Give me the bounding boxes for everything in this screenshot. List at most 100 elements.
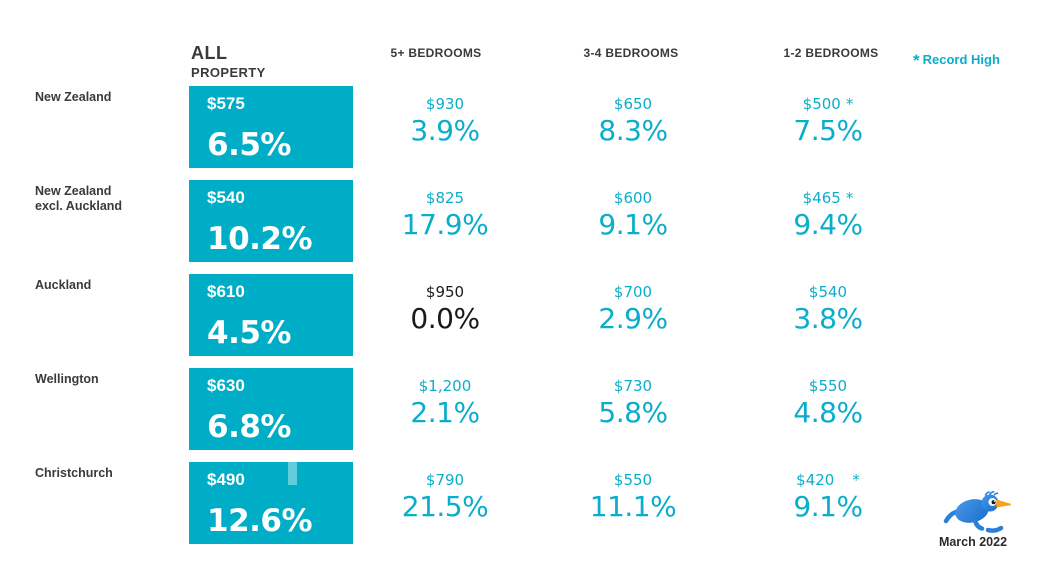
rent-value: $950 (360, 283, 530, 301)
scrubber-artifact (288, 462, 297, 485)
change-value: 21.5% (401, 490, 489, 523)
rent-amount: $550 (808, 377, 848, 395)
change-value: 7.5% (793, 114, 863, 147)
bedroom-cell: $730 5.8% (548, 368, 718, 450)
rent-value: $600 (548, 189, 718, 207)
rent-value: $465 * (743, 189, 913, 207)
all-property-cell: $610 4.5% (189, 274, 353, 356)
all-property-header-line1: ALL (191, 43, 228, 63)
change-value: 4.8% (793, 396, 863, 429)
bedroom-cell: $500 * 7.5% (743, 86, 913, 168)
rent-amount: $540 (808, 283, 848, 301)
bedroom-cell: $465 * 9.4% (743, 180, 913, 262)
bedroom-cell: $550 11.1% (548, 462, 718, 544)
rent-value: $650 (548, 95, 718, 113)
rent-value: $1,200 (360, 377, 530, 395)
bedroom-cell: $790 21.5% (360, 462, 530, 544)
table-row: Christchurch $490 12.6% $790 21.5% $550 11.1% $… (0, 462, 1037, 544)
record-high-asterisk-icon: * (852, 471, 860, 489)
column-header-3-4-bedrooms: 3-4 BEDROOMS (583, 46, 679, 60)
rent-amount: $825 (425, 189, 465, 207)
bedroom-cell: $600 9.1% (548, 180, 718, 262)
row-label: Auckland (35, 278, 185, 293)
table-row: New Zealand $575 6.5% $930 3.9% $650 8.3% $500 *… (0, 86, 1037, 168)
change-value: 3.9% (410, 114, 480, 147)
row-label-line2: excl. Auckland (35, 199, 123, 213)
column-header-1-2-bedrooms: 1-2 BEDROOMS (783, 46, 879, 60)
bedroom-cell: $950 0.0% (360, 274, 530, 356)
rent-value: $930 (360, 95, 530, 113)
all-property-cell: $540 10.2% (189, 180, 353, 262)
rent-value: $700 (548, 283, 718, 301)
row-label: Christchurch (35, 466, 185, 481)
rent-amount: $790 (425, 471, 465, 489)
rent-value: $790 (360, 471, 530, 489)
all-property-rent-value: $490 (207, 470, 245, 489)
rent-amount: $650 (613, 95, 653, 113)
all-property-change-value: 6.5% (207, 127, 291, 163)
all-property-rent-value: $575 (207, 94, 245, 113)
change-value: 2.9% (598, 302, 668, 335)
table-row: New Zealand excl. Auckland $540 10.2% $825 17… (0, 180, 1037, 262)
row-label: New Zealand excl. Auckland (35, 184, 185, 214)
all-property-cell: $490 12.6% (189, 462, 353, 544)
column-header-all-property: ALL PROPERTY (191, 43, 266, 81)
rent-amount: $950 (425, 283, 465, 301)
record-high-asterisk-icon: * (845, 95, 854, 113)
change-value: 9.4% (793, 208, 863, 241)
row-label-line1: Auckland (35, 278, 92, 292)
all-property-change-value: 12.6% (207, 503, 313, 539)
all-property-cell: $575 6.5% (189, 86, 353, 168)
rent-amount: $420 (796, 471, 835, 489)
bedroom-cell: $1,200 2.1% (360, 368, 530, 450)
rent-value: $420 * (743, 471, 913, 489)
bedroom-cell: $930 3.9% (360, 86, 530, 168)
row-label: Wellington (35, 372, 185, 387)
rent-amount: $730 (613, 377, 653, 395)
record-high-legend-label: Record High (922, 52, 1000, 67)
rent-value: $500 * (743, 95, 913, 113)
rent-amount: $1,200 (418, 377, 472, 395)
row-label: New Zealand (35, 90, 185, 105)
date-label: March 2022 (938, 535, 1008, 549)
change-value: 2.1% (410, 396, 480, 429)
rent-value: $550 (743, 377, 913, 395)
all-property-header-line2: PROPERTY (191, 65, 266, 80)
table-row: Auckland $610 4.5% $950 0.0% $700 2.9% $540 3.8% (0, 274, 1037, 356)
rent-value: $825 (360, 189, 530, 207)
record-high-asterisk-icon: * (845, 189, 854, 207)
bedroom-cell: $825 17.9% (360, 180, 530, 262)
all-property-rent-value: $610 (207, 282, 245, 301)
all-property-rent-value: $540 (207, 188, 245, 207)
row-label-line1: Wellington (35, 372, 99, 386)
rent-amount: $550 (613, 471, 653, 489)
change-value: 11.1% (589, 490, 677, 523)
change-value: 3.8% (793, 302, 863, 335)
table-row: Wellington $630 6.8% $1,200 2.1% $730 5.8% $550… (0, 368, 1037, 450)
row-label-line1: New Zealand (35, 184, 112, 198)
bedroom-cell: $700 2.9% (548, 274, 718, 356)
bedroom-cell: $540 3.8% (743, 274, 913, 356)
bedroom-cell: $420 * 9.1% (743, 462, 913, 544)
all-property-change-value: 10.2% (207, 221, 313, 257)
change-value: 9.1% (793, 490, 863, 523)
record-high-legend: * Record High (913, 49, 1000, 70)
change-value: 8.3% (598, 114, 668, 147)
rent-amount: $930 (425, 95, 465, 113)
all-property-rent-value: $630 (207, 376, 245, 395)
row-label-line1: Christchurch (35, 466, 113, 480)
row-label-line1: New Zealand (35, 90, 112, 104)
rent-value: $550 (548, 471, 718, 489)
rent-amount: $500 (802, 95, 841, 113)
rent-amount: $700 (613, 283, 653, 301)
kiwi-bird-logo-icon (943, 491, 1011, 533)
change-value: 0.0% (410, 302, 480, 335)
rent-amount: $465 (802, 189, 841, 207)
bedroom-cell: $550 4.8% (743, 368, 913, 450)
change-value: 9.1% (598, 208, 668, 241)
change-value: 17.9% (401, 208, 489, 241)
all-property-change-value: 4.5% (207, 315, 291, 351)
rent-value: $540 (743, 283, 913, 301)
rent-amount: $600 (613, 189, 653, 207)
rent-value: $730 (548, 377, 718, 395)
